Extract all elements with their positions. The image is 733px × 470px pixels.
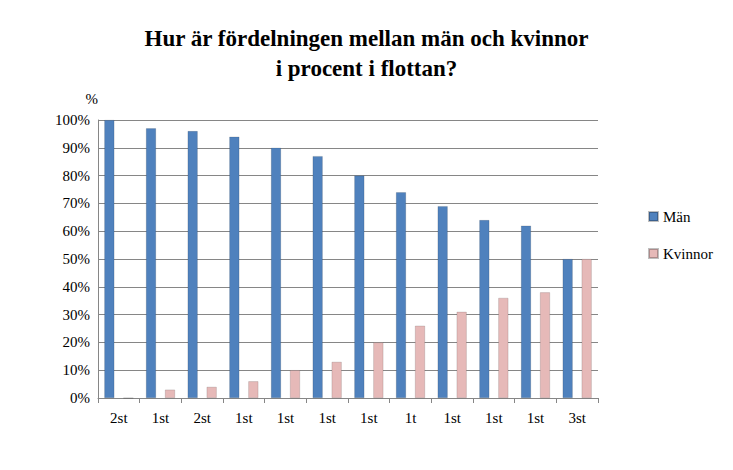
svg-text:100%: 100% — [55, 112, 90, 128]
svg-text:0%: 0% — [70, 390, 90, 406]
svg-text:1st: 1st — [277, 410, 295, 426]
svg-text:1st: 1st — [235, 410, 253, 426]
svg-text:10%: 10% — [63, 362, 91, 378]
svg-text:i procent i flottan?: i procent i flottan? — [276, 56, 458, 81]
svg-text:30%: 30% — [63, 307, 91, 323]
svg-text:90%: 90% — [63, 140, 91, 156]
svg-text:40%: 40% — [63, 279, 91, 295]
svg-text:60%: 60% — [63, 223, 91, 239]
svg-text:80%: 80% — [63, 168, 91, 184]
svg-text:Hur är fördelningen mellan män: Hur är fördelningen mellan män och kvinn… — [145, 26, 589, 51]
svg-text:1st: 1st — [443, 410, 461, 426]
svg-text:1st: 1st — [152, 410, 170, 426]
svg-text:1t: 1t — [405, 410, 418, 426]
svg-text:1st: 1st — [360, 410, 378, 426]
svg-text:%: % — [86, 91, 99, 107]
svg-text:20%: 20% — [63, 334, 91, 350]
svg-text:1st: 1st — [318, 410, 336, 426]
svg-text:Män: Män — [663, 209, 691, 225]
svg-text:50%: 50% — [63, 251, 91, 267]
svg-text:70%: 70% — [63, 195, 91, 211]
svg-text:1st: 1st — [527, 410, 545, 426]
svg-text:2st: 2st — [193, 410, 211, 426]
svg-text:Kvinnor: Kvinnor — [663, 246, 713, 262]
svg-text:1st: 1st — [485, 410, 503, 426]
svg-text:3st: 3st — [568, 410, 586, 426]
svg-text:2st: 2st — [110, 410, 128, 426]
